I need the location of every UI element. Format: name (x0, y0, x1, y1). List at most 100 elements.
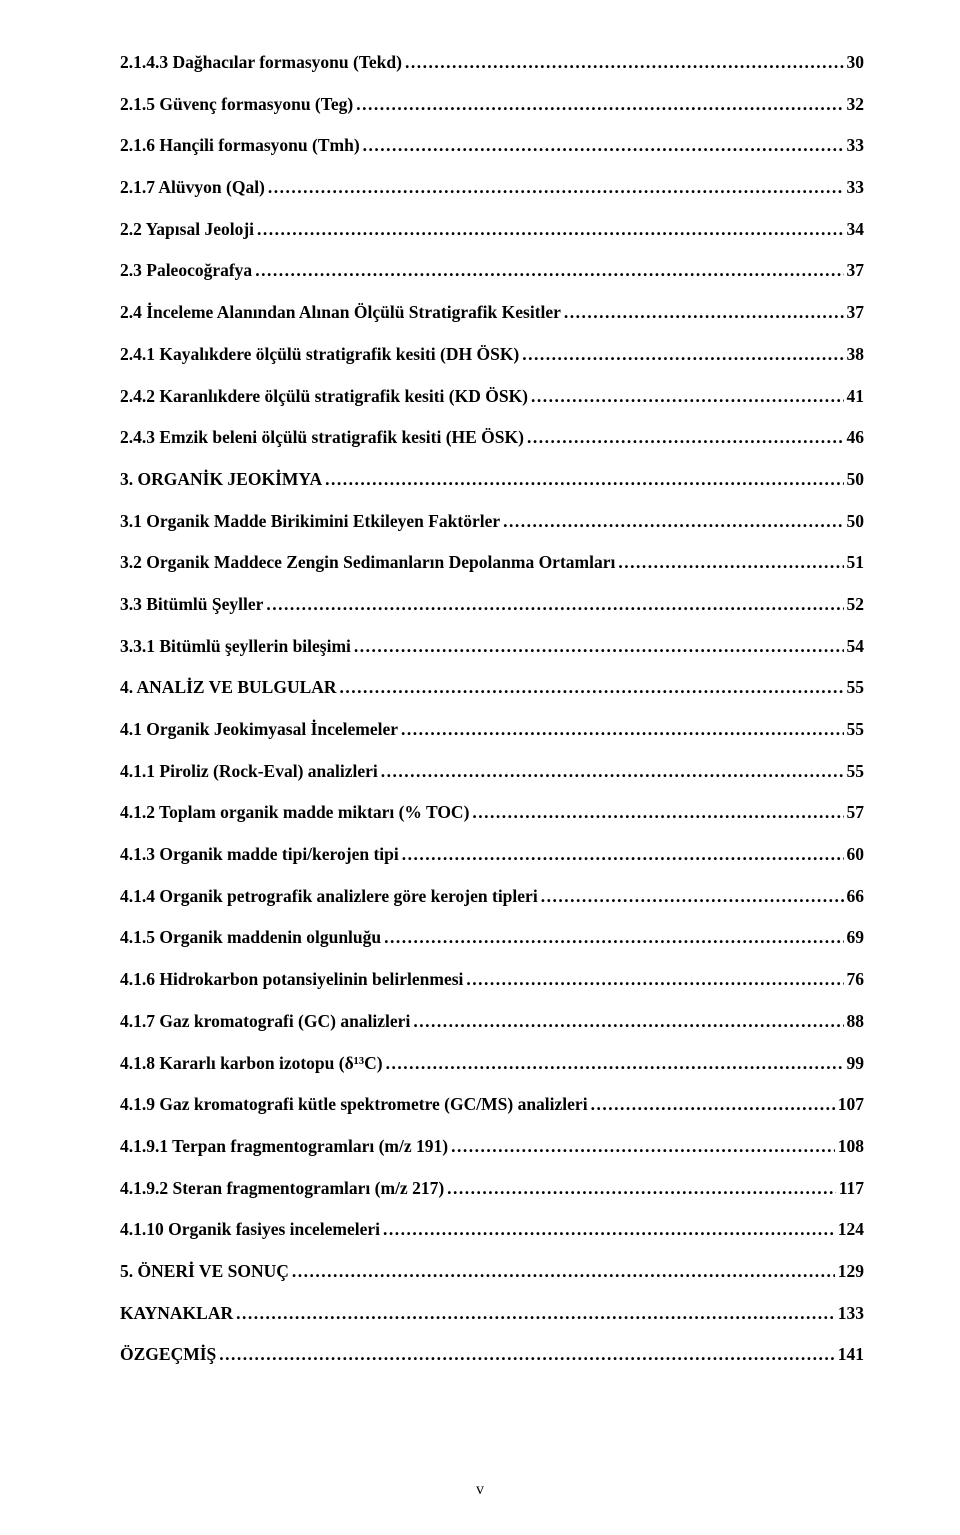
toc-entry: 4.1.4 Organik petrografik analizlere gör… (120, 888, 864, 906)
toc-leader (444, 1180, 836, 1198)
toc-label: 4.1.9.1 Terpan fragmentogramları (m/z 19… (120, 1138, 448, 1156)
toc-page: 99 (844, 1055, 865, 1073)
toc-page: 133 (835, 1305, 864, 1323)
toc-entry: 3. ORGANİK JEOKİMYA50 (120, 471, 864, 489)
toc-leader (360, 137, 844, 155)
toc-page: 57 (844, 804, 865, 822)
toc-page: 108 (835, 1138, 864, 1156)
toc-page: 52 (844, 596, 865, 614)
toc-entry: 5. ÖNERİ VE SONUÇ129 (120, 1263, 864, 1281)
toc-entry: 2.1.5 Güvenç formasyonu (Teg) 32 (120, 96, 864, 114)
toc-page: 34 (844, 221, 865, 239)
toc-leader (410, 1013, 843, 1031)
toc-page: 46 (844, 429, 865, 447)
toc-entry: 4.1.7 Gaz kromatografi (GC) analizleri 88 (120, 1013, 864, 1031)
toc-leader (399, 846, 844, 864)
toc-leader (524, 429, 844, 447)
toc-entry: 4.1 Organik Jeokimyasal İncelemeler 55 (120, 721, 864, 739)
toc-page: 60 (844, 846, 865, 864)
toc-leader (500, 513, 843, 531)
toc-leader (561, 304, 844, 322)
page-number: v (0, 1481, 960, 1499)
toc-page: 141 (835, 1346, 864, 1364)
toc-page: 41 (844, 388, 865, 406)
toc-label: 2.4 İnceleme Alanından Alınan Ölçülü Str… (120, 304, 561, 322)
toc-entry: 2.1.4.3 Dağhacılar formasyonu (Tekd) 30 (120, 54, 864, 72)
toc-label: 4.1 Organik Jeokimyasal İncelemeler (120, 721, 398, 739)
toc-label: 4.1.9.2 Steran fragmentogramları (m/z 21… (120, 1180, 444, 1198)
toc-page: 37 (844, 262, 865, 280)
toc-page: 66 (844, 888, 865, 906)
toc-entry: 4.1.8 Kararlı karbon izotopu (δ¹³C) 99 (120, 1055, 864, 1073)
toc-leader (463, 971, 843, 989)
toc-label: 4.1.8 Kararlı karbon izotopu (δ¹³C) (120, 1055, 383, 1073)
toc-label: 2.1.4.3 Dağhacılar formasyonu (Tekd) (120, 54, 402, 72)
toc-page: 32 (844, 96, 865, 114)
toc-leader (588, 1096, 835, 1114)
toc-page: 55 (844, 763, 865, 781)
toc-entry: 2.4.2 Karanlıkdere ölçülü stratigrafik k… (120, 388, 864, 406)
toc-entry: 3.3.1 Bitümlü şeyllerin bileşimi 54 (120, 638, 864, 656)
toc-page: 55 (844, 721, 865, 739)
toc-page: 33 (844, 137, 865, 155)
toc-entry: 2.3 Paleocoğrafya 37 (120, 262, 864, 280)
toc-label: 2.1.6 Hançili formasyonu (Tmh) (120, 137, 360, 155)
toc-leader (380, 1221, 835, 1239)
toc-page: 54 (844, 638, 865, 656)
toc-label: 2.3 Paleocoğrafya (120, 262, 252, 280)
toc-label: 2.1.7 Alüvyon (Qal) (120, 179, 265, 197)
toc-entry: 4.1.1 Piroliz (Rock-Eval) analizleri55 (120, 763, 864, 781)
toc-page: 38 (844, 346, 865, 364)
toc-entry: 4.1.9 Gaz kromatografi kütle spektrometr… (120, 1096, 864, 1114)
toc-leader (265, 179, 844, 197)
toc-entry: 3.1 Organik Madde Birikimini Etkileyen F… (120, 513, 864, 531)
toc-leader (538, 888, 844, 906)
toc-entry: 2.4 İnceleme Alanından Alınan Ölçülü Str… (120, 304, 864, 322)
toc-entry: 4.1.6 Hidrokarbon potansiyelinin belirle… (120, 971, 864, 989)
toc-page: 33 (844, 179, 865, 197)
toc-label: 3.2 Organik Maddece Zengin Sedimanların … (120, 554, 615, 572)
toc-entry: 2.1.7 Alüvyon (Qal) 33 (120, 179, 864, 197)
toc-label: 2.4.1 Kayalıkdere ölçülü stratigrafik ke… (120, 346, 519, 364)
toc-label: 3. ORGANİK JEOKİMYA (120, 471, 322, 489)
toc-label: 2.4.2 Karanlıkdere ölçülü stratigrafik k… (120, 388, 528, 406)
toc-leader (402, 54, 844, 72)
toc-label: 4.1.2 Toplam organik madde miktarı (% TO… (120, 804, 469, 822)
toc-label: 4.1.3 Organik madde tipi/kerojen tipi (120, 846, 399, 864)
toc-leader (448, 1138, 835, 1156)
toc-page: 50 (844, 513, 865, 531)
toc-label: 4.1.10 Organik fasiyes incelemeleri (120, 1221, 380, 1239)
toc-page: 69 (844, 929, 865, 947)
toc-label: 3.3.1 Bitümlü şeyllerin bileşimi (120, 638, 351, 656)
toc-page: 76 (844, 971, 865, 989)
toc-label: 5. ÖNERİ VE SONUÇ (120, 1263, 289, 1281)
toc-label: 4.1.9 Gaz kromatografi kütle spektrometr… (120, 1096, 588, 1114)
toc-label: 4.1.6 Hidrokarbon potansiyelinin belirle… (120, 971, 463, 989)
toc-label: 4.1.5 Organik maddenin olgunluğu (120, 929, 381, 947)
toc-leader (263, 596, 843, 614)
toc-leader (519, 346, 843, 364)
toc-entry: 3.2 Organik Maddece Zengin Sedimanların … (120, 554, 864, 572)
toc-leader (216, 1346, 834, 1364)
toc-label: 4.1.7 Gaz kromatografi (GC) analizleri (120, 1013, 410, 1031)
toc-page: 88 (844, 1013, 865, 1031)
toc-entry: 4.1.3 Organik madde tipi/kerojen tipi 60 (120, 846, 864, 864)
toc-entry: ÖZGEÇMİŞ 141 (120, 1346, 864, 1364)
toc-leader (383, 1055, 844, 1073)
toc-label: KAYNAKLAR (120, 1305, 233, 1323)
toc-page: 107 (835, 1096, 864, 1114)
toc-label: 2.1.5 Güvenç formasyonu (Teg) (120, 96, 353, 114)
toc-page: 30 (844, 54, 865, 72)
toc-entry: 2.4.3 Emzik beleni ölçülü stratigrafik k… (120, 429, 864, 447)
toc-entry: 3.3 Bitümlü Şeyller52 (120, 596, 864, 614)
toc-leader (353, 96, 843, 114)
toc-entry: 4.1.2 Toplam organik madde miktarı (% TO… (120, 804, 864, 822)
toc-label: ÖZGEÇMİŞ (120, 1346, 216, 1364)
toc-label: 4. ANALİZ VE BULGULAR (120, 679, 337, 697)
toc-leader (337, 679, 844, 697)
toc-leader (398, 721, 843, 739)
table-of-contents: 2.1.4.3 Dağhacılar formasyonu (Tekd) 30 2… (120, 54, 864, 1364)
toc-leader (469, 804, 843, 822)
toc-leader (252, 262, 843, 280)
toc-leader (381, 929, 843, 947)
